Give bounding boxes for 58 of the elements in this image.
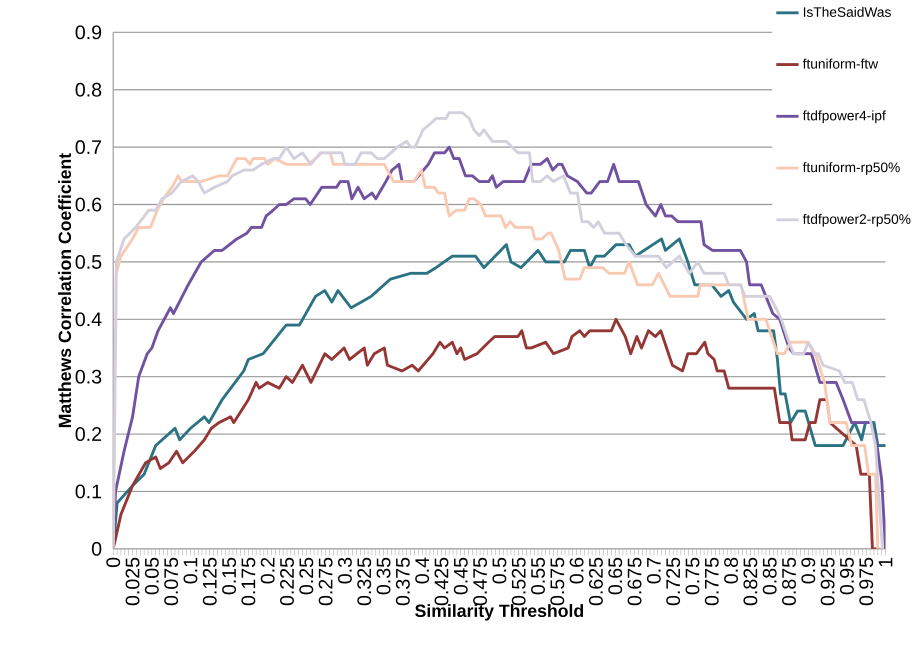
x-tick-label: 0.225 bbox=[280, 558, 294, 606]
x-tick-label: 0.4 bbox=[415, 558, 430, 584]
legend-label: ftuniform-ftw bbox=[802, 58, 878, 69]
x-tick-label: 0.05 bbox=[144, 558, 159, 594]
x-tick-label: 0.35 bbox=[376, 558, 390, 594]
x-tick-label: 0.15 bbox=[222, 558, 236, 594]
y-tick-label: 0.9 bbox=[76, 25, 102, 40]
x-tick-label: 0.6 bbox=[570, 558, 584, 584]
x-tick-label: 0.275 bbox=[318, 558, 333, 606]
x-tick-label: 0.775 bbox=[704, 558, 719, 606]
x-tick-label: 0.8 bbox=[724, 558, 738, 584]
x-tick-label: 0.5 bbox=[492, 558, 506, 584]
x-tick-label: 0.95 bbox=[840, 558, 854, 594]
x-tick-label: 0.25 bbox=[299, 558, 314, 594]
x-tick-label: 0.1 bbox=[184, 558, 198, 584]
y-tick-label: 0.4 bbox=[76, 312, 102, 326]
legend-label: ftdfpower4-ipf bbox=[802, 110, 886, 124]
y-tick-label: 0.6 bbox=[76, 198, 102, 212]
x-tick-label: 0.75 bbox=[686, 558, 700, 594]
x-tick-label: 0.075 bbox=[164, 558, 178, 606]
x-tick-label: 0.925 bbox=[820, 558, 835, 606]
legend-label: ftuniform-rp50% bbox=[802, 162, 900, 176]
y-tick-label: 0.7 bbox=[76, 140, 102, 154]
x-tick-label: 0.9 bbox=[801, 558, 816, 584]
x-tick-label: 0.45 bbox=[454, 558, 468, 594]
x-tick-label: 0.825 bbox=[743, 558, 758, 606]
x-tick-label: 0.55 bbox=[531, 558, 545, 594]
y-tick-label: 0.8 bbox=[76, 82, 102, 97]
x-tick-label: 0.7 bbox=[646, 558, 661, 584]
x-tick-label: 0.375 bbox=[396, 558, 410, 606]
x-tick-label: 0.975 bbox=[859, 558, 874, 606]
x-tick-label: 0.325 bbox=[357, 558, 372, 606]
x-tick-label: 0.525 bbox=[512, 558, 526, 606]
y-tick-label: 0.3 bbox=[76, 370, 102, 384]
y-tick-label: 0 bbox=[92, 542, 102, 556]
y-axis-title: Matthews Correlation Coefficient bbox=[58, 153, 72, 428]
x-tick-label: 0.3 bbox=[338, 558, 352, 584]
y-tick-label: 0.2 bbox=[76, 427, 102, 442]
legend-label: IsTheSaidWas bbox=[804, 6, 891, 18]
x-tick-label: 1 bbox=[878, 558, 892, 566]
legend-label: ftdfpower2-rp50% bbox=[802, 214, 910, 227]
x-tick-label: 0.625 bbox=[588, 558, 603, 606]
x-tick-label: 0.475 bbox=[473, 558, 488, 606]
x-tick-label: 0.85 bbox=[762, 558, 777, 594]
x-tick-label: 0.575 bbox=[550, 558, 564, 606]
x-tick-label: 0.65 bbox=[608, 558, 622, 594]
x-tick-label: 0.725 bbox=[666, 558, 680, 606]
x-tick-label: 0.025 bbox=[126, 558, 140, 606]
y-tick-label: 0.1 bbox=[76, 484, 102, 498]
x-axis-title: Similarity Threshold bbox=[415, 604, 584, 621]
x-tick-label: 0.175 bbox=[241, 558, 256, 606]
x-tick-label: 0.425 bbox=[434, 558, 448, 606]
x-tick-label: 0.2 bbox=[260, 558, 275, 584]
x-tick-label: 0.875 bbox=[782, 558, 796, 606]
y-tick-label: 0.5 bbox=[76, 255, 102, 269]
x-tick-label: 0.675 bbox=[628, 558, 642, 606]
x-tick-label: 0.125 bbox=[202, 558, 217, 606]
x-tick-label: 0 bbox=[106, 558, 120, 568]
